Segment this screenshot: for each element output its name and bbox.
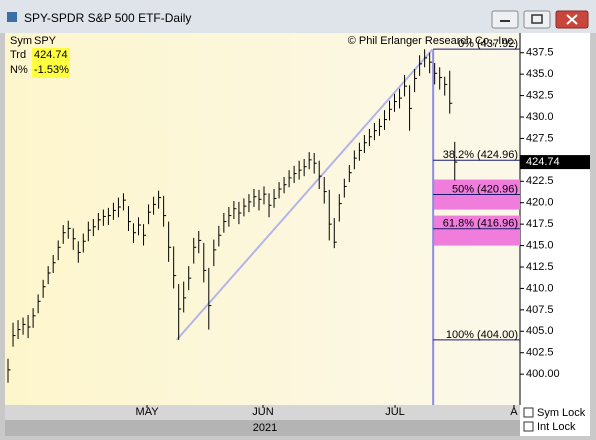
fib-zone: [433, 215, 520, 246]
y-tick-label: 407.5: [526, 304, 554, 316]
y-tick-label: 405.0: [526, 325, 554, 337]
info-label: Sym: [10, 35, 32, 47]
y-tick-label: 422.5: [526, 175, 554, 187]
app-icon: [7, 12, 17, 22]
y-tick-label: 417.5: [526, 218, 554, 230]
maximize-icon: [531, 14, 543, 24]
close-icon: [566, 14, 578, 25]
fib-label: 50% (420.96): [452, 183, 518, 195]
minimize-button[interactable]: [491, 10, 519, 29]
fib-label: 0% (437.92): [458, 38, 518, 50]
y-tick-label: 420.0: [526, 197, 554, 209]
y-tick-label: 415.0: [526, 239, 554, 251]
fib-label: 61.8% (416.96): [443, 218, 518, 230]
int-lock-label: Int Lock: [537, 421, 576, 433]
x-tick-label: A: [510, 406, 518, 418]
info-value: 424.74: [34, 49, 68, 61]
y-tick-label: 427.5: [526, 132, 554, 144]
int-lock-checkbox[interactable]: [523, 421, 534, 432]
fib-label: 38.2% (424.96): [443, 149, 518, 161]
info-value: SPY: [34, 35, 57, 47]
window-title: SPY-SPDR S&P 500 ETF-Daily: [24, 11, 191, 25]
y-tick-label: 435.0: [526, 68, 554, 80]
x-tick-label: MAY: [136, 406, 160, 418]
info-value: -1.53%: [34, 64, 69, 76]
last-price-label: 424.74: [526, 156, 560, 168]
sym-lock-checkbox[interactable]: [523, 407, 534, 418]
info-label: Trd: [10, 49, 26, 61]
y-tick-label: 412.5: [526, 261, 554, 273]
year-strip: [5, 420, 520, 436]
maximize-button[interactable]: [523, 10, 551, 29]
fib-label: 100% (404.00): [446, 329, 518, 341]
y-tick-label: 402.5: [526, 347, 554, 359]
sym-lock-label: Sym Lock: [537, 407, 586, 419]
info-highlight: [32, 48, 70, 78]
y-tick-label: 432.5: [526, 89, 554, 101]
y-tick-label: 437.5: [526, 47, 554, 59]
info-label: N%: [10, 64, 28, 76]
x-tick-label: JUN: [252, 406, 273, 418]
x-axis-label: 2021: [253, 422, 277, 434]
last-price-box: [520, 155, 590, 170]
x-tick-label: JUL: [385, 406, 405, 418]
copyright: © Phil Erlanger Research Co., Inc.: [348, 35, 516, 47]
price-axis: [520, 33, 590, 405]
y-tick-label: 410.0: [526, 282, 554, 294]
y-tick-label: 400.00: [526, 368, 560, 380]
month-strip: [5, 405, 520, 420]
y-tick-label: 430.0: [526, 111, 554, 123]
trendline: [175, 48, 434, 341]
